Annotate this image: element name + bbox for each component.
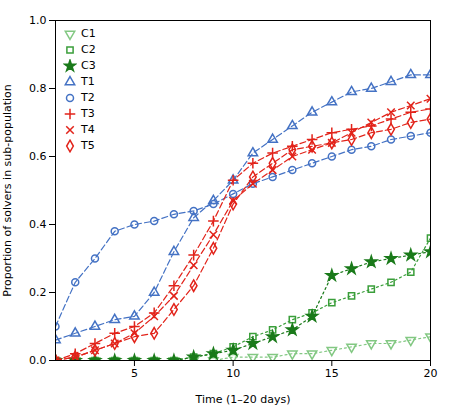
html-text:T5: T5	[81, 139, 95, 152]
html-text:C1: C1	[81, 27, 96, 40]
svg-text:0.4: 0.4	[29, 218, 47, 231]
html-text:C3: C3	[81, 59, 96, 72]
html-text:C2: C2	[81, 43, 96, 56]
svg-text:Time (1–20 days): Time (1–20 days)	[195, 393, 291, 406]
svg-text:20: 20	[424, 367, 438, 380]
svg-text:5: 5	[131, 367, 138, 380]
svg-text:10: 10	[226, 367, 240, 380]
svg-text:Proportion of solvers in sub-p: Proportion of solvers in sub-population	[1, 84, 14, 297]
html-text:T2: T2	[81, 91, 95, 104]
svg-text:0.8: 0.8	[29, 82, 47, 95]
html-text:T1: T1	[81, 75, 95, 88]
svg-text:0.6: 0.6	[29, 150, 47, 163]
svg-text:0.2: 0.2	[29, 286, 47, 299]
html-text:T4: T4	[81, 123, 95, 136]
svg-text:0.0: 0.0	[29, 354, 47, 367]
svg-text:1.0: 1.0	[29, 14, 47, 27]
svg-text:15: 15	[325, 367, 339, 380]
html-text:T3: T3	[81, 107, 95, 120]
